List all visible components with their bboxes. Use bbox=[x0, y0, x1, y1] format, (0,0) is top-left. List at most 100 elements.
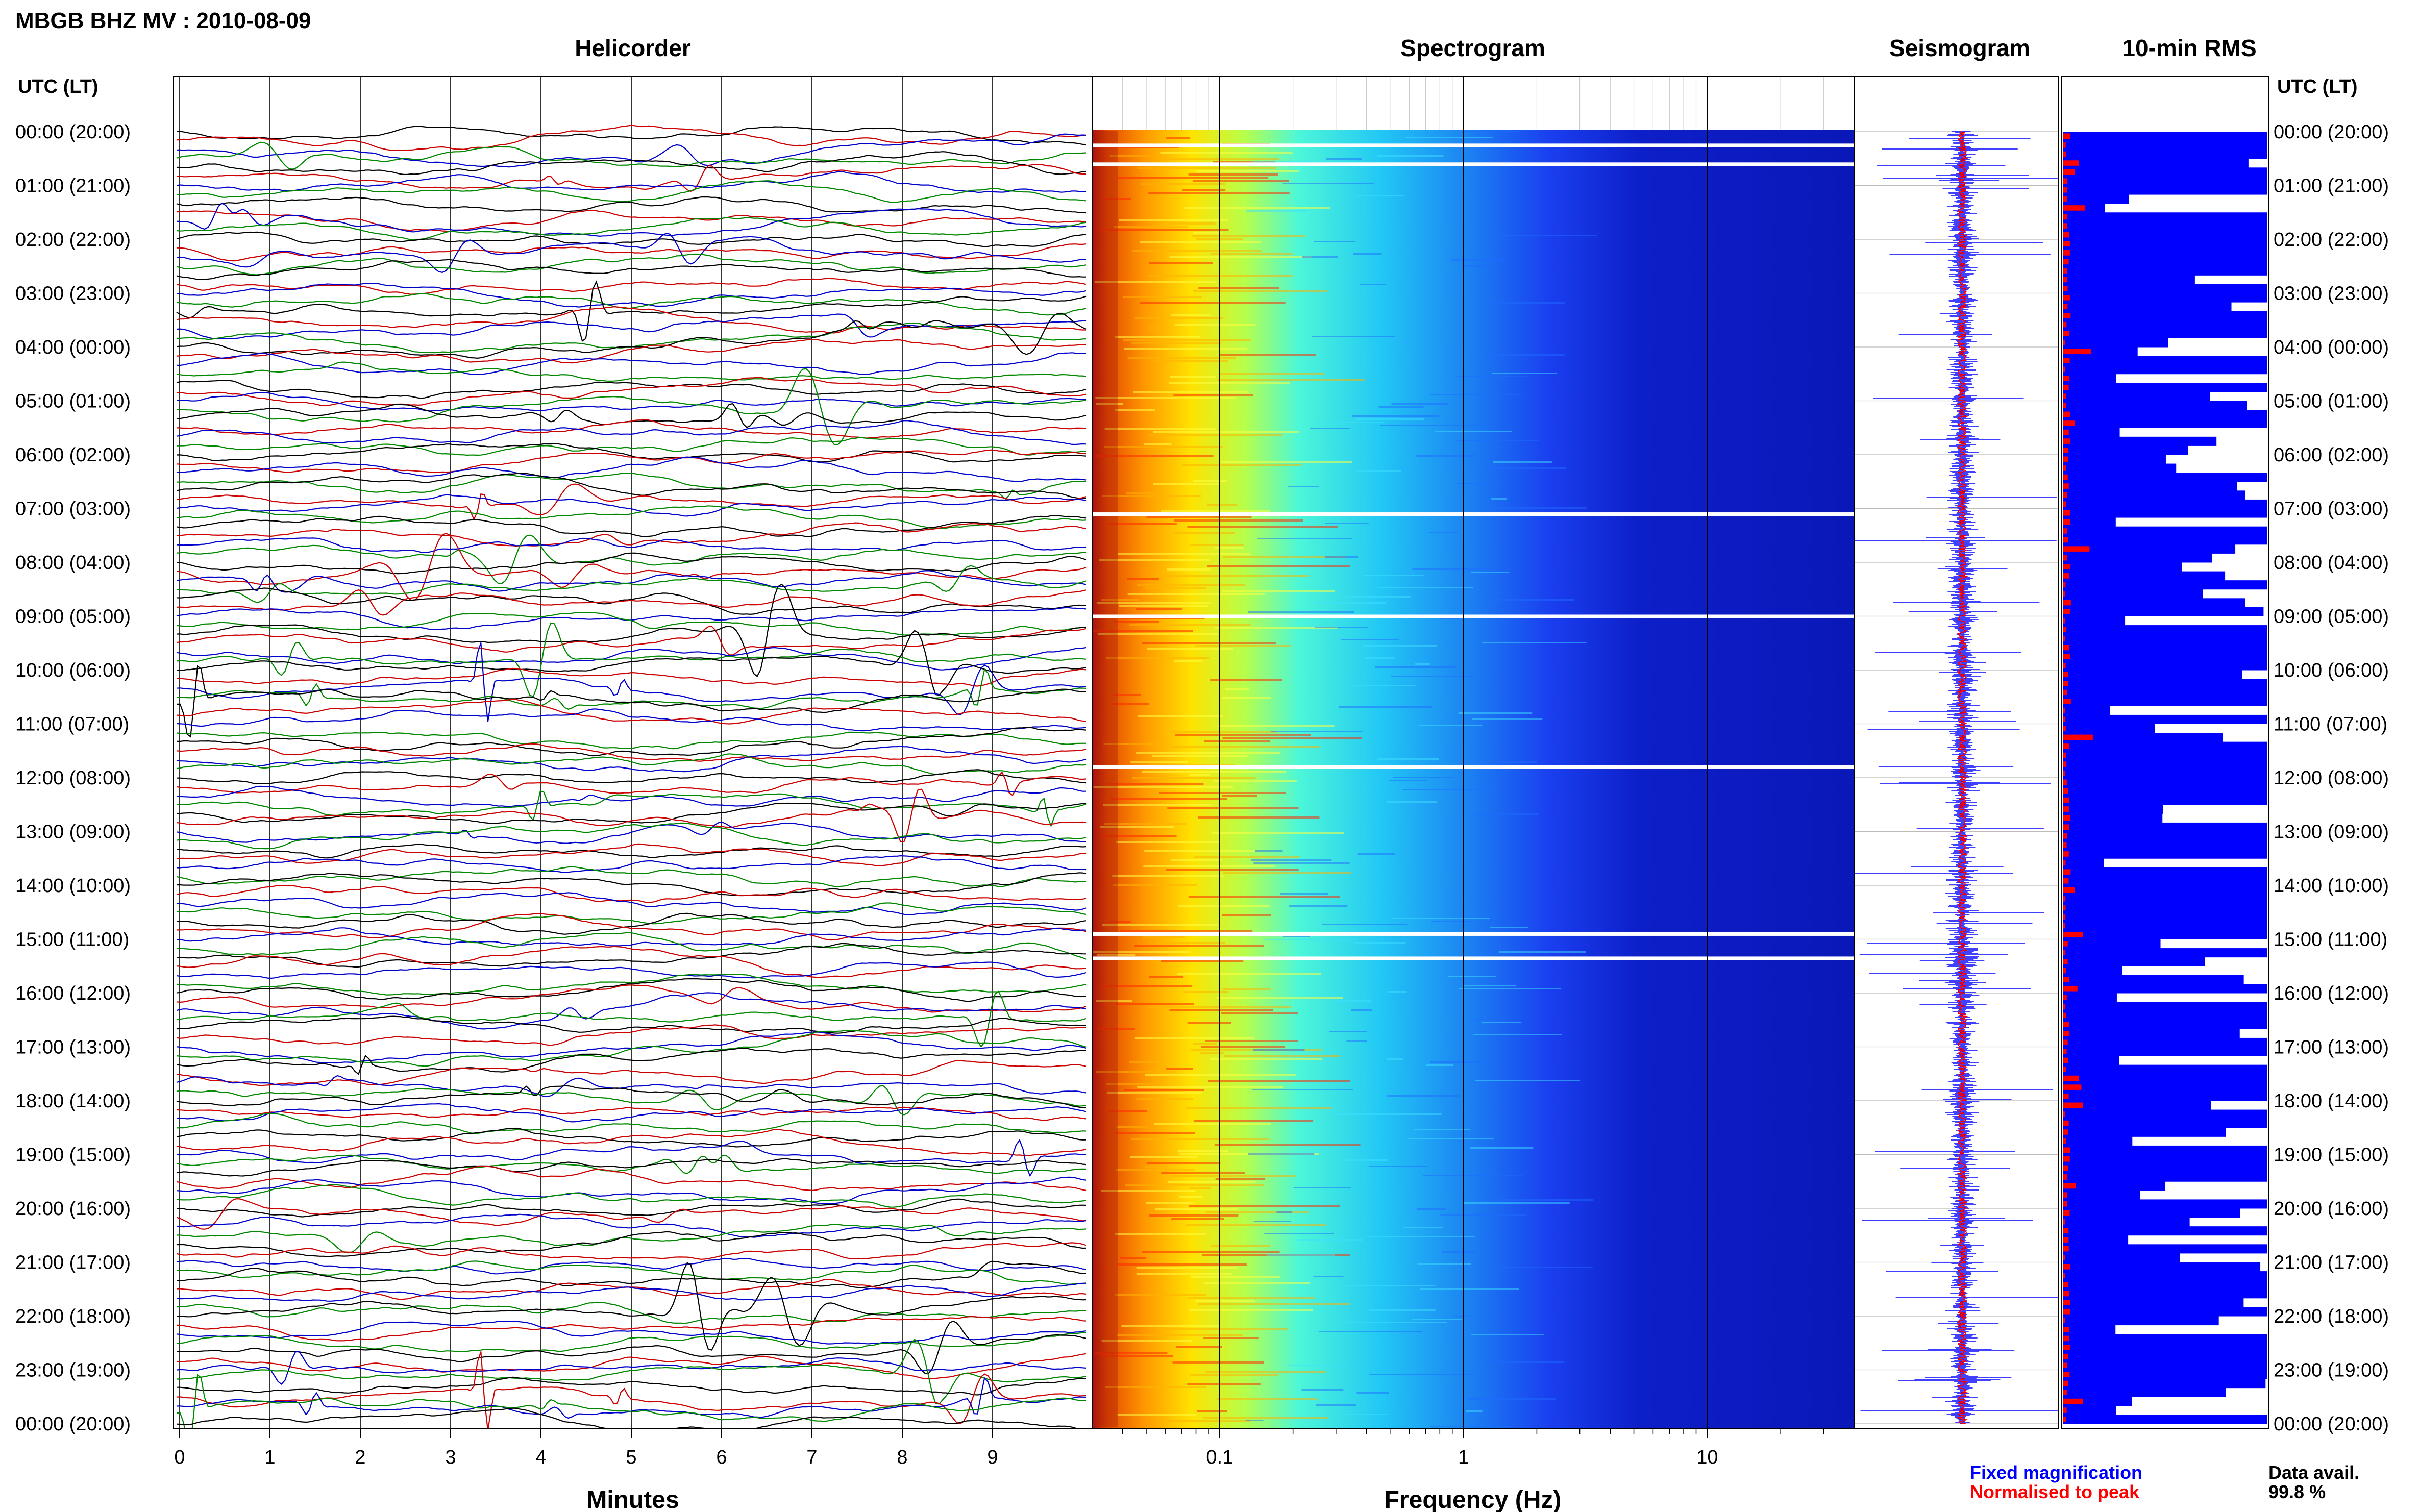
rms-bar-normalised bbox=[2063, 1129, 2068, 1135]
rms-bar-fixed bbox=[2063, 1163, 2267, 1173]
rms-bar-normalised bbox=[2063, 716, 2066, 722]
rms-frame bbox=[2061, 76, 2269, 1429]
helicorder-trace bbox=[176, 1075, 1087, 1097]
hour-label-right: 18:00 (14:00) bbox=[2274, 1090, 2389, 1112]
rms-bar-normalised bbox=[2063, 429, 2069, 435]
rms-bar-fixed bbox=[2063, 984, 2267, 994]
spectrogram-band bbox=[1219, 354, 1316, 356]
rms-bar-normalised bbox=[2063, 1291, 2069, 1297]
rms-bar-fixed bbox=[2063, 885, 2267, 895]
spectrogram-band bbox=[1455, 440, 1539, 441]
helicorder-trace bbox=[176, 1213, 1087, 1238]
spectrogram-band bbox=[1357, 853, 1395, 855]
rms-bar-fixed bbox=[2063, 759, 2267, 769]
rms-bar-fixed bbox=[2063, 455, 2166, 464]
spectrogram-band bbox=[1191, 1276, 1280, 1278]
spectrogram-band bbox=[1188, 173, 1278, 176]
spectrogram-band bbox=[1354, 942, 1406, 944]
spectrogram-band bbox=[1120, 1257, 1146, 1259]
spectrogram-band bbox=[1132, 777, 1256, 779]
spectrogram-band bbox=[1097, 602, 1211, 604]
rms-bar-fixed bbox=[2063, 356, 2267, 365]
rms-bar-normalised bbox=[2063, 681, 2069, 686]
helicorder-trace bbox=[176, 505, 1087, 529]
hour-label-left: 13:00 (09:00) bbox=[15, 822, 131, 843]
rms-bar-normalised bbox=[2063, 842, 2067, 848]
helicorder-trace bbox=[176, 473, 1087, 500]
rms-bar-normalised bbox=[2063, 151, 2067, 157]
spectrogram-band bbox=[1188, 1187, 1211, 1189]
spectrogram-band bbox=[1156, 158, 1279, 160]
rms-bar-fixed bbox=[2063, 1334, 2267, 1344]
rms-bar-normalised bbox=[2063, 160, 2079, 166]
hour-label-right: 23:00 (19:00) bbox=[2274, 1360, 2389, 1381]
spectrogram-band bbox=[1133, 391, 1249, 393]
spectrogram-band bbox=[1356, 195, 1405, 196]
spectrogram-band bbox=[1103, 804, 1212, 806]
spectrogram-band bbox=[1341, 639, 1399, 640]
rms-bar-fixed bbox=[2063, 1109, 2267, 1119]
rms-bar-fixed bbox=[2063, 266, 2267, 276]
spectrogram-band bbox=[1170, 376, 1216, 378]
spectrogram-band bbox=[1319, 1331, 1423, 1332]
rms-bar-fixed bbox=[2063, 499, 2267, 509]
spectrogram-band bbox=[1448, 976, 1496, 977]
spectrogram-band bbox=[1149, 1214, 1239, 1217]
hour-label-right: 14:00 (10:00) bbox=[2274, 875, 2389, 897]
spectrogram-band bbox=[1365, 657, 1395, 659]
spectrogram-band bbox=[1166, 869, 1299, 871]
rms-bar-fixed bbox=[2063, 804, 2163, 814]
hour-label-right: 05:00 (01:00) bbox=[2274, 391, 2389, 412]
spectrogram-band bbox=[1142, 642, 1276, 644]
spectrogram-band bbox=[1116, 1169, 1195, 1171]
helicorder-trace bbox=[176, 1339, 1087, 1405]
spectrogram-band bbox=[1160, 152, 1293, 154]
rms-bar-fixed bbox=[2063, 831, 2267, 841]
spectrogram-band bbox=[1222, 697, 1272, 699]
rms-bar-fixed bbox=[2063, 473, 2267, 482]
rms-bar-normalised bbox=[2063, 1282, 2069, 1287]
rms-bar-normalised bbox=[2063, 905, 2066, 911]
rms-bar-fixed bbox=[2063, 329, 2267, 338]
rms-bar-fixed bbox=[2063, 1101, 2211, 1110]
helicorder-trace bbox=[176, 494, 1087, 517]
helicorder-trace bbox=[176, 522, 1087, 547]
rms-bar-normalised bbox=[2063, 779, 2067, 785]
spectrogram-band bbox=[1402, 789, 1499, 790]
rms-bar-normalised bbox=[2063, 600, 2071, 606]
spectrogram-band bbox=[1451, 259, 1504, 261]
spectrogram-band bbox=[1324, 556, 1359, 558]
rms-bar-normalised bbox=[2063, 268, 2067, 274]
rms-bar-normalised bbox=[2063, 1057, 2068, 1063]
helicorder-trace bbox=[176, 927, 1087, 947]
helicorder-trace bbox=[177, 843, 1087, 867]
rms-bar-normalised bbox=[2063, 887, 2075, 893]
spectrogram-band bbox=[1144, 850, 1255, 852]
rms-bar-normalised bbox=[2063, 1308, 2070, 1315]
helicorder-trace bbox=[176, 622, 1087, 697]
spectrogram-band bbox=[1115, 1233, 1207, 1235]
helicorder-trace bbox=[176, 771, 1087, 797]
spectrogram-band bbox=[1205, 1211, 1309, 1213]
spectrogram-band bbox=[1123, 1089, 1204, 1091]
spectrogram-band bbox=[1252, 1049, 1305, 1051]
rms-bar-fixed bbox=[2063, 1190, 2140, 1200]
hour-label-left: 15:00 (11:00) bbox=[15, 929, 129, 951]
spectrogram-band bbox=[1098, 1028, 1135, 1030]
spectrogram-band bbox=[1222, 556, 1347, 558]
spectrogram-band bbox=[1174, 532, 1235, 534]
rms-bar-normalised bbox=[2063, 438, 2071, 444]
rms-bar-fixed bbox=[2063, 1037, 2267, 1047]
spectrogram-band bbox=[1414, 1129, 1470, 1130]
spectrogram-band bbox=[1464, 985, 1517, 986]
rms-bar-normalised bbox=[2063, 1201, 2067, 1207]
hour-label-right: 04:00 (00:00) bbox=[2274, 337, 2389, 358]
spectrogram-band bbox=[1264, 1233, 1334, 1234]
rms-bar-normalised bbox=[2063, 187, 2067, 193]
hour-label-right: 10:00 (06:00) bbox=[2274, 660, 2389, 681]
rms-bar-fixed bbox=[2063, 338, 2168, 348]
helicorder-trace bbox=[177, 1376, 1087, 1396]
spectrogram-band bbox=[1458, 712, 1533, 714]
spectrogram-xlabel: Frequency (Hz) bbox=[1385, 1486, 1562, 1512]
rms-bar-normalised bbox=[2063, 689, 2067, 696]
